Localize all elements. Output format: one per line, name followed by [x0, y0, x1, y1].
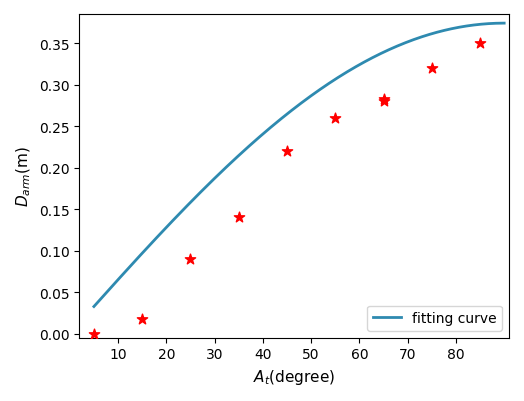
Point [90, 330, 98, 337]
fitting curve [491, 22, 497, 27]
Point [186, 256, 194, 262]
Point [283, 148, 291, 155]
fitting curve [501, 22, 507, 26]
fitting curve [313, 91, 319, 95]
Point [138, 316, 146, 322]
Legend: fitting curve: fitting curve [367, 306, 502, 331]
fitting curve [335, 76, 341, 81]
Y-axis label: $D_{arm}$(m): $D_{arm}$(m) [15, 146, 34, 207]
Point [379, 99, 388, 105]
fitting curve [91, 304, 97, 309]
Point [428, 66, 436, 72]
Point [379, 97, 388, 103]
fitting curve [286, 111, 292, 116]
X-axis label: $A_t$(degree): $A_t$(degree) [253, 367, 335, 386]
Line: fitting curve: fitting curve [94, 24, 504, 307]
fitting curve [427, 33, 433, 38]
fitting curve [288, 109, 294, 114]
Point [235, 215, 243, 221]
Point [476, 41, 484, 47]
Point [331, 115, 340, 122]
